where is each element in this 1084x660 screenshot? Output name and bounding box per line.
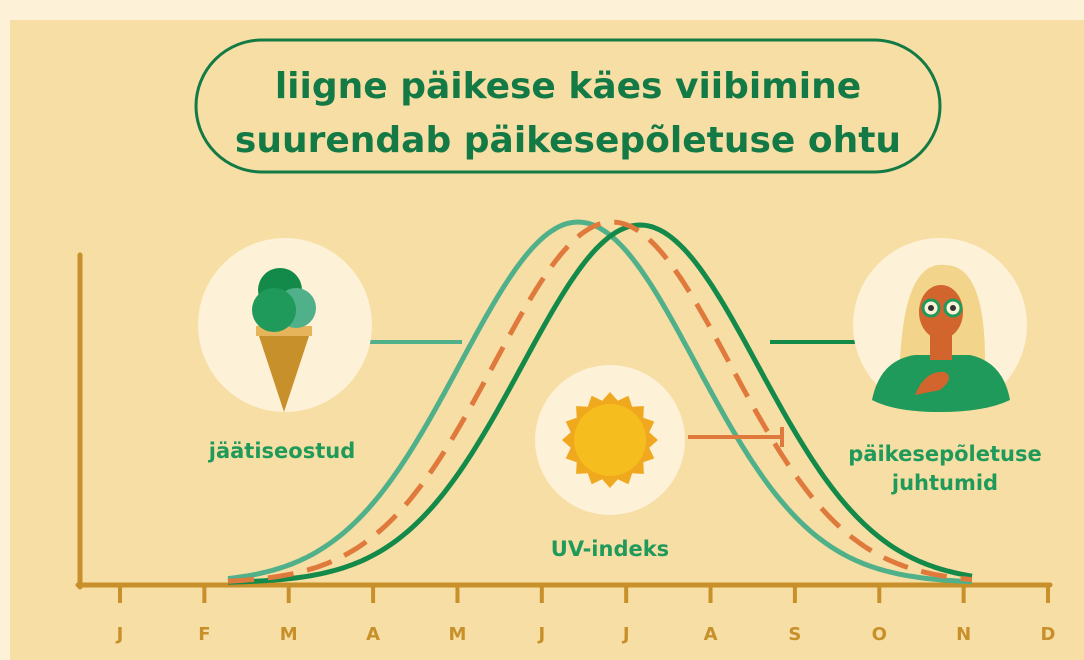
month-label: N [956,624,971,645]
label: päikesepõletuse [848,442,1041,466]
month-label: J [536,624,545,645]
sun-core [574,404,646,476]
month-label: J [115,624,124,645]
month-label: J [621,624,630,645]
month-label: D [1041,624,1056,645]
title-line: liigne päikese käes viibimine [275,66,861,107]
month-label: F [198,624,210,645]
month-label: A [704,624,718,645]
month-label: A [366,624,380,645]
curve [227,219,973,585]
label: jäätiseostud [208,439,355,463]
sun-icon [562,392,658,488]
month-label: M [448,624,466,645]
title-pill [194,38,942,174]
month-label: S [788,624,801,645]
title-line: suurendab päikesepõletuse ohtu [235,120,901,161]
person-icon [872,264,1010,412]
month-label: M [280,624,298,645]
curve [227,222,973,585]
curve [227,219,973,584]
label: UV-indeks [551,537,669,561]
label: juhtumid [891,471,998,495]
ice-cream-icon [252,268,316,412]
month-label: O [872,624,887,645]
